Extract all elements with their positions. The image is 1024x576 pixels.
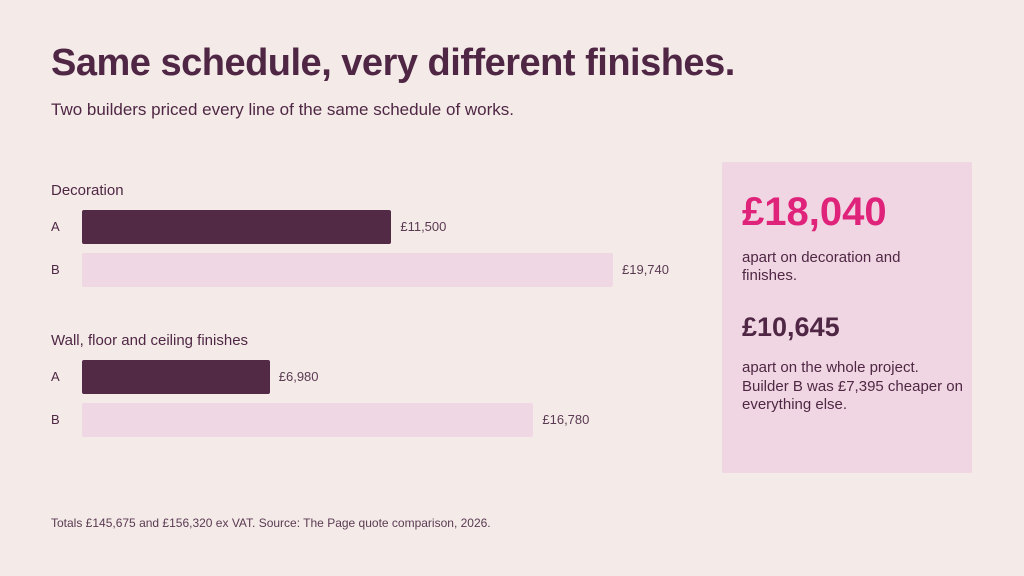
builder-label: B [51, 412, 60, 427]
bar-b [82, 403, 534, 437]
decoration-gap-figure: £18,040 [742, 190, 887, 234]
bar-a [82, 360, 270, 394]
value-label: £6,980 [278, 369, 319, 384]
project-gap-description: apart on the whole project. Builder B wa… [742, 359, 963, 413]
value-label: £19,740 [622, 262, 669, 277]
group-label: Decoration [51, 182, 124, 199]
bar-b [82, 253, 613, 287]
bar-a [82, 210, 392, 244]
builder-label: A [51, 219, 60, 234]
builder-label: A [51, 369, 60, 384]
builder-label: B [51, 262, 60, 277]
group-label: Wall, floor and ceiling finishes [51, 332, 249, 349]
chart-title: Same schedule, very different finishes. [51, 42, 735, 84]
decoration-gap-description: apart on decoration and finishes. [742, 249, 901, 284]
summary-panel: £18,040 apart on decoration and finishes… [722, 162, 972, 473]
project-gap-figure: £10,645 [742, 312, 840, 342]
value-label: £16,780 [542, 412, 590, 427]
value-label: £11,500 [400, 219, 447, 234]
source-footnote: Totals £145,675 and £156,320 ex VAT. Sou… [51, 516, 491, 530]
chart-subtitle: Two builders priced every line of the sa… [51, 100, 515, 119]
